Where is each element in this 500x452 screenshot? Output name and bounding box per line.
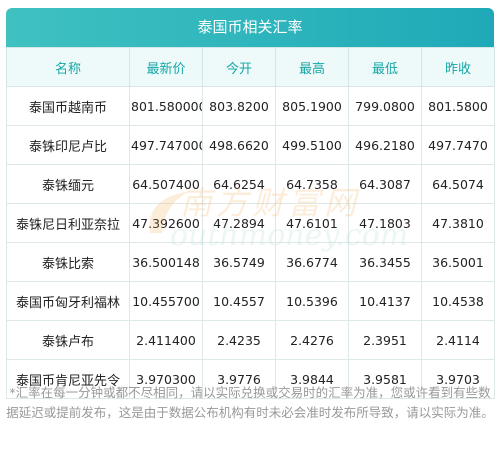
cell-name[interactable]: 泰铢印尼卢比 bbox=[6, 125, 130, 165]
header-low: 最低 bbox=[348, 47, 422, 87]
header-prev-close: 昨收 bbox=[421, 47, 495, 87]
cell-latest: 3.970300 bbox=[129, 359, 203, 399]
cell-low: 496.2180 bbox=[348, 125, 422, 165]
cell-latest: 801.580000 bbox=[129, 86, 203, 126]
cell-low: 10.4137 bbox=[348, 281, 422, 321]
cell-low: 799.0800 bbox=[348, 86, 422, 126]
cell-open: 498.6620 bbox=[202, 125, 276, 165]
table-row: 泰国币肯尼亚先令 3.970300 3.9776 3.9844 3.9581 3… bbox=[6, 359, 495, 399]
cell-open: 2.4235 bbox=[202, 320, 276, 360]
cell-latest: 2.411400 bbox=[129, 320, 203, 360]
exchange-rate-table: 名称 最新价 今开 最高 最低 昨收 泰国币越南币 801.580000 803… bbox=[6, 47, 495, 399]
cell-prev: 10.4538 bbox=[421, 281, 495, 321]
cell-open: 47.2894 bbox=[202, 203, 276, 243]
cell-open: 64.6254 bbox=[202, 164, 276, 204]
table-row: 泰铢比索 36.500148 36.5749 36.6774 36.3455 3… bbox=[6, 242, 495, 282]
cell-prev: 36.5001 bbox=[421, 242, 495, 282]
cell-name[interactable]: 泰铢卢布 bbox=[6, 320, 130, 360]
rate-table-panel: 泰国币相关汇率 名称 最新价 今开 最高 最低 昨收 泰国币越南币 801.58… bbox=[6, 8, 495, 399]
header-name: 名称 bbox=[6, 47, 130, 87]
cell-open: 10.4557 bbox=[202, 281, 276, 321]
cell-high: 36.6774 bbox=[275, 242, 349, 282]
table-row: 泰铢卢布 2.411400 2.4235 2.4276 2.3951 2.411… bbox=[6, 320, 495, 360]
table-row: 泰国币匈牙利福林 10.455700 10.4557 10.5396 10.41… bbox=[6, 281, 495, 321]
cell-high: 2.4276 bbox=[275, 320, 349, 360]
cell-latest: 47.392600 bbox=[129, 203, 203, 243]
cell-name[interactable]: 泰铢比索 bbox=[6, 242, 130, 282]
table-row: 泰国币越南币 801.580000 803.8200 805.1900 799.… bbox=[6, 86, 495, 126]
header-high: 最高 bbox=[275, 47, 349, 87]
cell-prev: 47.3810 bbox=[421, 203, 495, 243]
cell-latest: 64.507400 bbox=[129, 164, 203, 204]
cell-high: 64.7358 bbox=[275, 164, 349, 204]
table-header-row: 名称 最新价 今开 最高 最低 昨收 bbox=[6, 47, 495, 87]
cell-name[interactable]: 泰铢尼日利亚奈拉 bbox=[6, 203, 130, 243]
disclaimer-note: *汇率在每一分钟或都不尽相同，请以实际兑换或交易时的汇率为准，您或许看到有些数据… bbox=[6, 385, 494, 420]
table-row: 泰铢缅元 64.507400 64.6254 64.7358 64.3087 6… bbox=[6, 164, 495, 204]
table-title: 泰国币相关汇率 bbox=[6, 8, 494, 47]
cell-prev: 64.5074 bbox=[421, 164, 495, 204]
cell-low: 2.3951 bbox=[348, 320, 422, 360]
table-row: 泰铢印尼卢比 497.747000 498.6620 499.5100 496.… bbox=[6, 125, 495, 165]
cell-low: 64.3087 bbox=[348, 164, 422, 204]
cell-name[interactable]: 泰铢缅元 bbox=[6, 164, 130, 204]
header-latest: 最新价 bbox=[129, 47, 203, 87]
cell-open: 803.8200 bbox=[202, 86, 276, 126]
cell-open: 36.5749 bbox=[202, 242, 276, 282]
cell-prev: 3.9703 bbox=[421, 359, 495, 399]
cell-name[interactable]: 泰国币肯尼亚先令 bbox=[6, 359, 130, 399]
table-row: 泰铢尼日利亚奈拉 47.392600 47.2894 47.6101 47.18… bbox=[6, 203, 495, 243]
cell-low: 47.1803 bbox=[348, 203, 422, 243]
cell-latest: 497.747000 bbox=[129, 125, 203, 165]
cell-prev: 801.5800 bbox=[421, 86, 495, 126]
cell-high: 499.5100 bbox=[275, 125, 349, 165]
cell-latest: 10.455700 bbox=[129, 281, 203, 321]
cell-latest: 36.500148 bbox=[129, 242, 203, 282]
header-open: 今开 bbox=[202, 47, 276, 87]
cell-low: 36.3455 bbox=[348, 242, 422, 282]
cell-high: 10.5396 bbox=[275, 281, 349, 321]
cell-prev: 2.4114 bbox=[421, 320, 495, 360]
cell-high: 805.1900 bbox=[275, 86, 349, 126]
cell-high: 47.6101 bbox=[275, 203, 349, 243]
cell-name[interactable]: 泰国币匈牙利福林 bbox=[6, 281, 130, 321]
cell-prev: 497.7470 bbox=[421, 125, 495, 165]
cell-name[interactable]: 泰国币越南币 bbox=[6, 86, 130, 126]
cell-high: 3.9844 bbox=[275, 359, 349, 399]
